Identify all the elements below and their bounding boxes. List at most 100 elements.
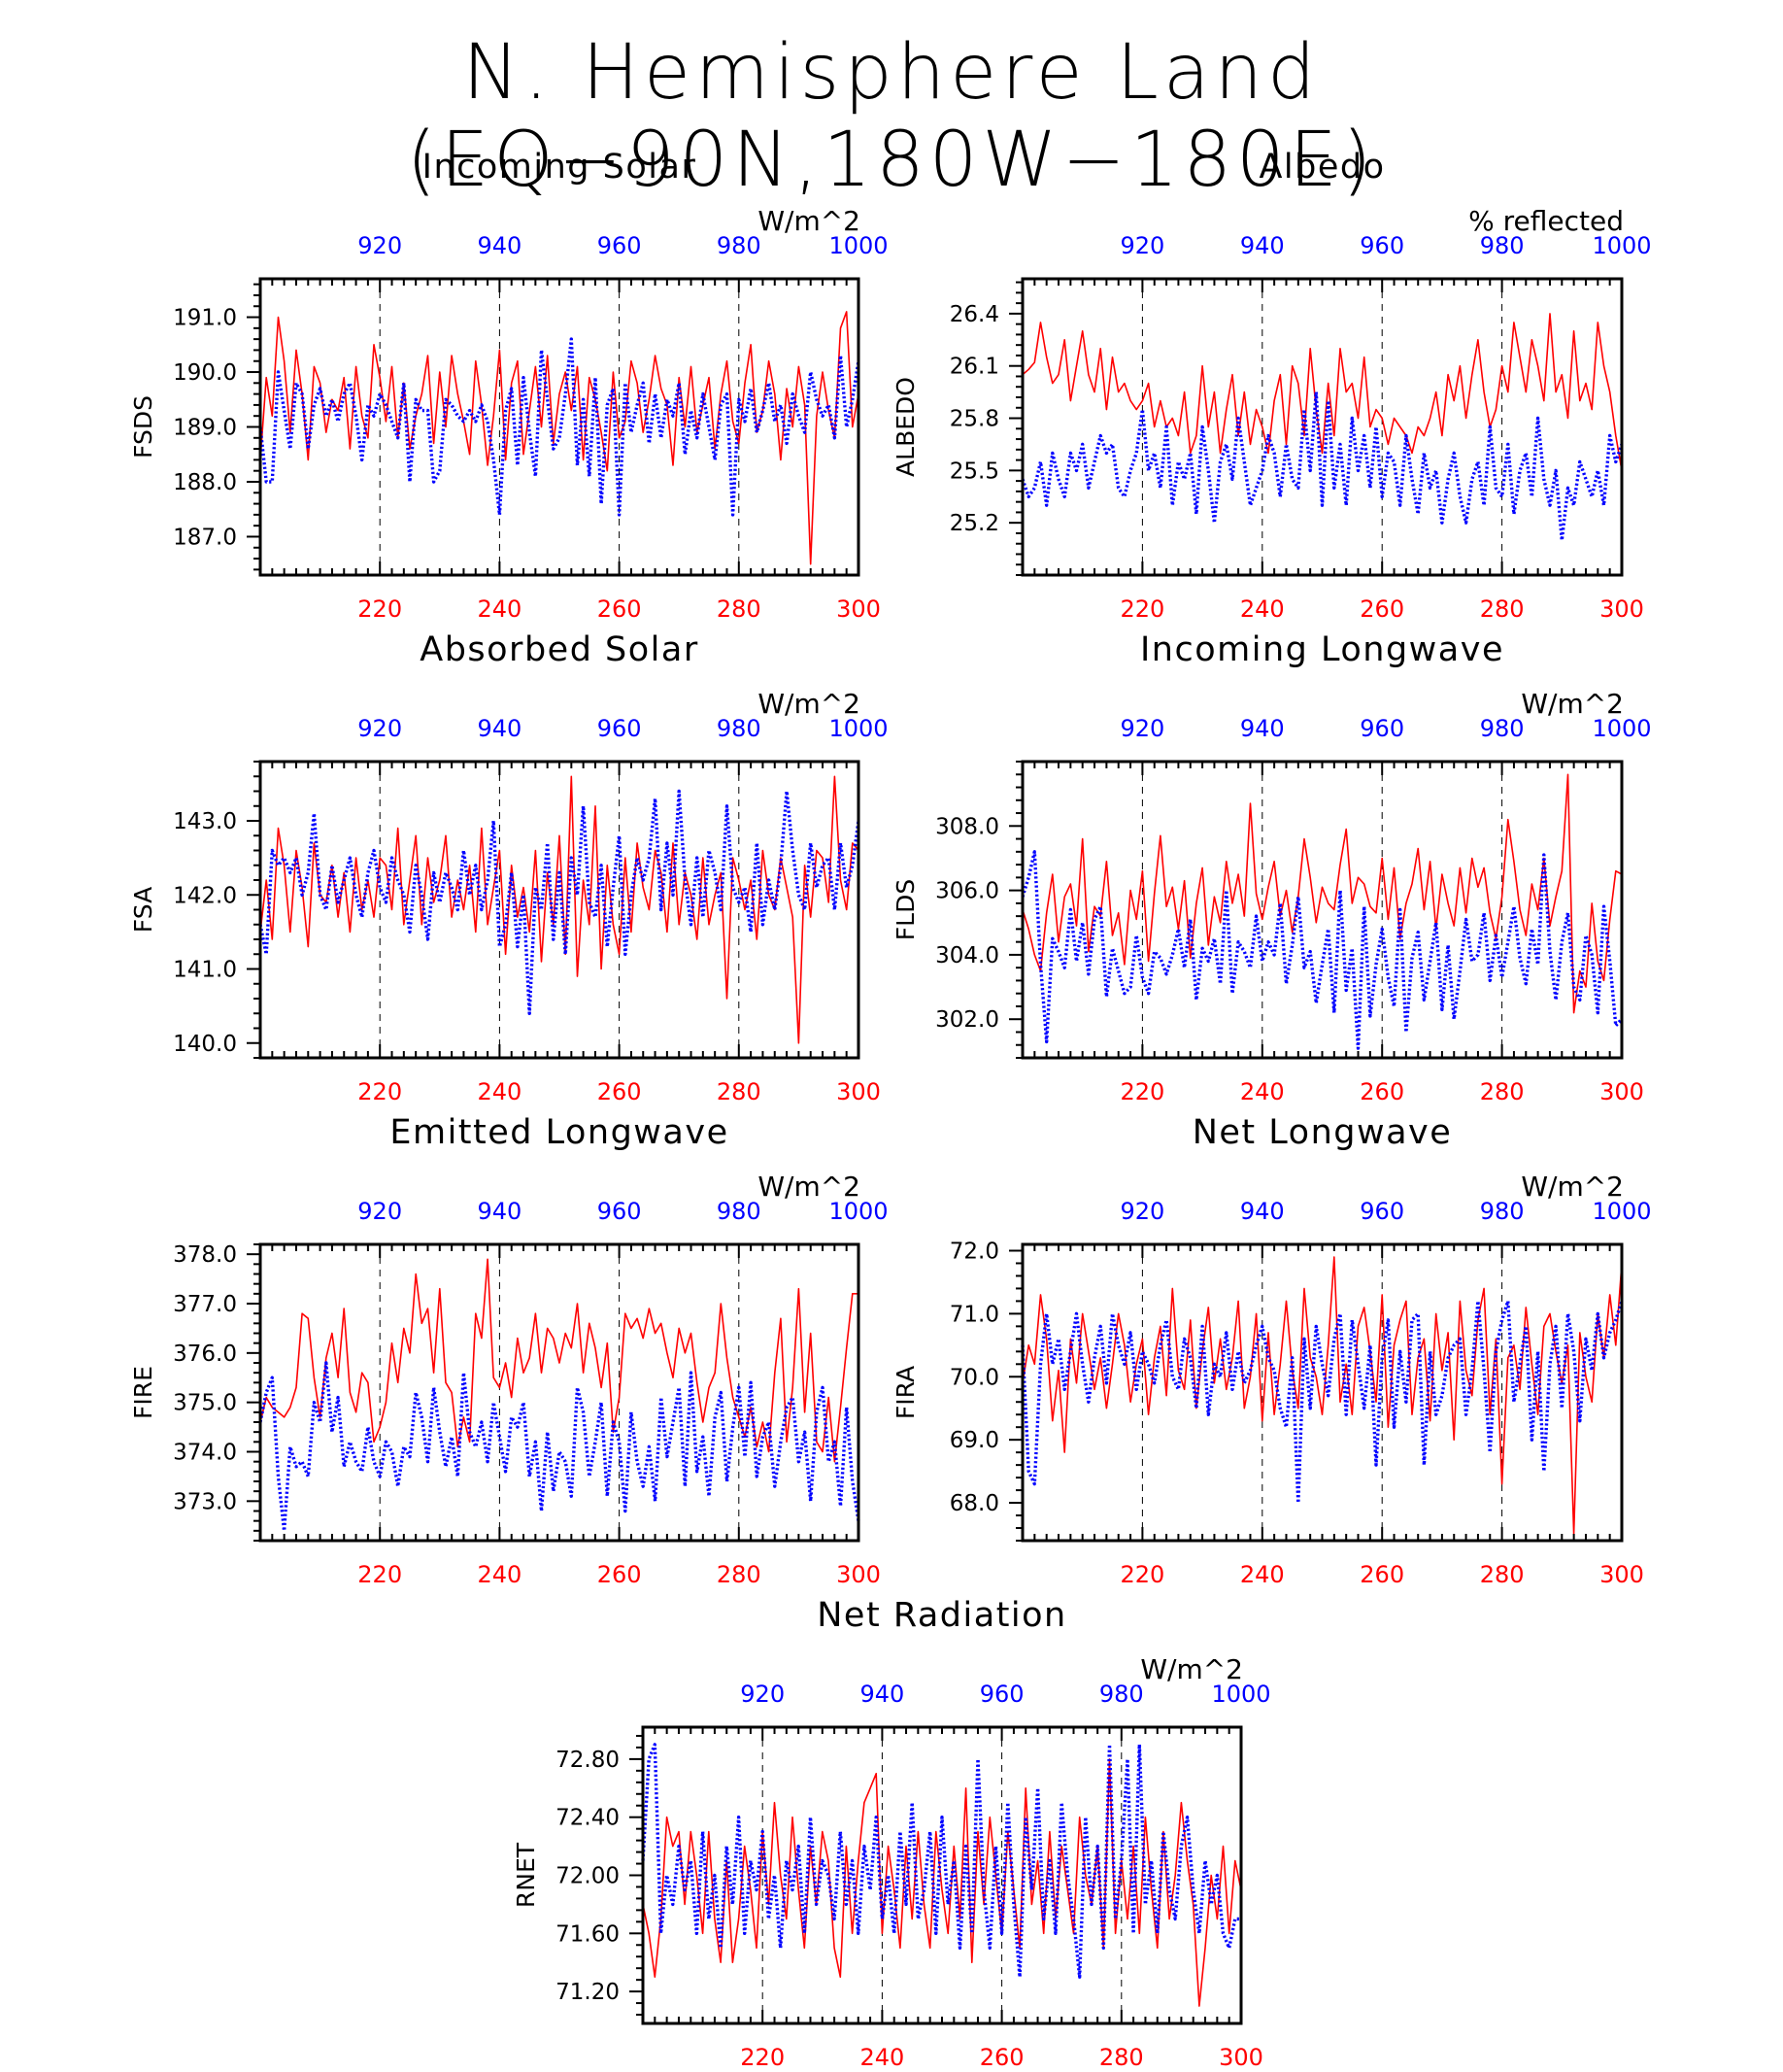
y-tick-label: 142.0 — [173, 883, 237, 908]
x-tick-label-bottom: 300 — [1219, 2044, 1263, 2071]
x-tick-label-bottom: 240 — [477, 1078, 521, 1105]
y-tick-label: 71.60 — [555, 1921, 620, 1947]
x-tick-label-bottom: 280 — [717, 1561, 761, 1588]
x-tick-label-bottom: 260 — [1360, 595, 1404, 623]
series-line-blue — [1021, 390, 1624, 542]
x-tick-label-bottom: 300 — [836, 595, 881, 623]
series-line-red — [1022, 1256, 1623, 1536]
x-tick-label-bottom: 300 — [1599, 1561, 1644, 1588]
series-line-red — [259, 1258, 858, 1463]
x-tick-label-bottom: 260 — [1360, 1078, 1404, 1105]
y-tick-label: 71.0 — [950, 1302, 999, 1327]
chart-panel: Albedo % reflected 220 240 260 280 300 920 940 96… — [892, 148, 1652, 623]
x-tick-label-top: 960 — [1360, 715, 1404, 742]
x-tick-label-top: 980 — [1480, 1198, 1525, 1225]
series-line-blue — [641, 1743, 1241, 1979]
chart-panel: Emitted Longwave W/m^2 220 240 260 280 300 920 9… — [129, 1113, 889, 1588]
plot-frame — [641, 1725, 1243, 2025]
x-tick-label-bottom: 220 — [357, 1561, 402, 1588]
x-tick-label-bottom: 280 — [1480, 1078, 1525, 1105]
y-tick-label: 72.80 — [555, 1748, 620, 1773]
chart-title: Absorbed Solar — [420, 630, 698, 669]
series-line-blue — [258, 789, 860, 1016]
x-tick-label-bottom: 260 — [1360, 1561, 1404, 1588]
x-tick-label-bottom: 300 — [836, 1561, 881, 1588]
x-tick-label-bottom: 220 — [1120, 1078, 1164, 1105]
y-tick-label: 373.0 — [173, 1489, 237, 1514]
series-line-blue — [258, 1361, 860, 1533]
y-tick-label: 302.0 — [935, 1007, 999, 1033]
x-tick-label-top: 1000 — [1211, 1681, 1270, 1708]
x-tick-label-top: 920 — [740, 1681, 785, 1708]
x-tick-label-bottom: 240 — [859, 2044, 904, 2071]
x-tick-label-top: 960 — [980, 1681, 1025, 1708]
y-axis-label: FSDS — [129, 395, 157, 459]
x-tick-label-bottom: 280 — [1480, 1561, 1525, 1588]
units-label: W/m^2 — [1140, 1653, 1243, 1685]
y-tick-label: 191.0 — [173, 306, 237, 331]
y-tick-label: 189.0 — [173, 416, 237, 441]
plot-frame — [1021, 1242, 1624, 1543]
x-tick-label-top: 940 — [477, 715, 521, 742]
y-tick-label: 25.2 — [950, 511, 999, 536]
y-tick-label: 26.1 — [950, 355, 999, 380]
chart-panel: Net Longwave W/m^2 220 240 260 280 300 920 940 96… — [892, 1113, 1652, 1588]
x-tick-label-top: 960 — [597, 715, 642, 742]
x-tick-label-top: 1000 — [1592, 715, 1651, 742]
series-line-red — [259, 311, 859, 565]
x-tick-label-top: 940 — [1240, 715, 1285, 742]
x-tick-label-top: 920 — [1120, 715, 1164, 742]
x-tick-label-top: 980 — [717, 715, 761, 742]
x-tick-label-bottom: 260 — [597, 1561, 642, 1588]
x-tick-label-top: 1000 — [828, 715, 888, 742]
y-axis-label: FSA — [129, 887, 157, 933]
x-tick-label-bottom: 240 — [1240, 1561, 1285, 1588]
y-tick-label: 190.0 — [173, 360, 237, 386]
x-tick-label-bottom: 260 — [980, 2044, 1025, 2071]
chart-panel: Absorbed Solar W/m^2 220 240 260 280 300 920 940… — [129, 630, 889, 1105]
y-tick-label: 72.40 — [555, 1806, 620, 1831]
plot-frame — [1021, 277, 1624, 577]
x-tick-label-top: 960 — [597, 1198, 642, 1225]
x-tick-label-top: 940 — [859, 1681, 904, 1708]
y-tick-label: 306.0 — [935, 879, 999, 904]
y-tick-label: 72.0 — [950, 1239, 999, 1264]
chart-title: Emitted Longwave — [389, 1113, 728, 1152]
chart-panel: Incoming Solar W/m^2 220 240 260 280 300 920 940… — [129, 148, 889, 623]
units-label: W/m^2 — [757, 1171, 860, 1203]
x-tick-label-top: 980 — [1480, 715, 1525, 742]
y-tick-label: 71.20 — [555, 1980, 620, 2005]
x-tick-label-top: 940 — [477, 1198, 521, 1225]
y-tick-label: 68.0 — [950, 1491, 999, 1516]
chart-title: Albedo — [1259, 148, 1385, 187]
y-tick-label: 378.0 — [173, 1242, 237, 1268]
y-tick-label: 72.00 — [555, 1864, 620, 1889]
x-tick-label-bottom: 280 — [717, 595, 761, 623]
y-tick-label: 25.5 — [950, 459, 999, 484]
x-tick-label-top: 980 — [717, 1198, 761, 1225]
x-tick-label-top: 940 — [1240, 232, 1285, 259]
y-axis-label: FLDS — [892, 879, 920, 940]
plot-frame — [1021, 760, 1624, 1060]
x-tick-label-top: 980 — [717, 232, 761, 259]
page-title: N. Hemisphere Land (EQ−90N,180W−180E) — [406, 29, 1377, 204]
y-tick-label: 26.4 — [950, 302, 999, 327]
y-tick-label: 70.0 — [950, 1365, 999, 1390]
chart-panel: Net Radiation W/m^2 220 240 260 280 300 920 940 9… — [512, 1596, 1271, 2071]
chart-title: Incoming Solar — [422, 148, 697, 187]
series-line-red — [1022, 313, 1623, 471]
x-tick-label-bottom: 280 — [1099, 2044, 1144, 2071]
x-tick-label-top: 920 — [1120, 232, 1164, 259]
y-axis-label: FIRE — [129, 1366, 157, 1419]
x-tick-label-top: 1000 — [828, 1198, 888, 1225]
x-tick-label-top: 980 — [1099, 1681, 1144, 1708]
x-tick-label-bottom: 240 — [477, 1561, 521, 1588]
x-tick-label-bottom: 220 — [1120, 1561, 1164, 1588]
y-tick-label: 375.0 — [173, 1391, 237, 1416]
x-tick-label-bottom: 220 — [357, 1078, 402, 1105]
y-tick-label: 187.0 — [173, 525, 237, 550]
y-tick-label: 308.0 — [935, 814, 999, 839]
y-tick-label: 25.8 — [950, 407, 999, 432]
x-tick-label-top: 940 — [477, 232, 521, 259]
